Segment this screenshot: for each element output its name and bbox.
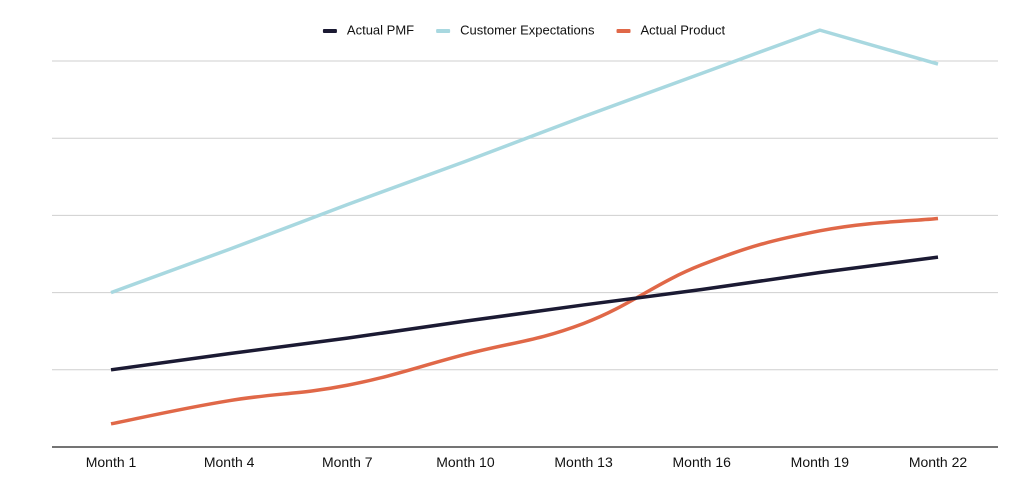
x-tick-label: Month 13 (554, 454, 613, 470)
series-line-actual-pmf (110, 255, 939, 372)
x-tick-label: Month 1 (86, 454, 137, 470)
legend: Actual PMF Customer Expectations Actual Pr… (322, 22, 726, 37)
legend-swatch (616, 29, 631, 33)
legend-label: Actual Product (641, 22, 726, 37)
series-line-customer-expectations (110, 28, 939, 295)
x-tick-label: Month 19 (791, 454, 850, 470)
legend-label: Customer Expectations (460, 22, 595, 37)
legend-swatch (436, 29, 451, 33)
gridlines (52, 60, 998, 371)
legend-label: Actual PMF (347, 22, 414, 37)
x-tick-label: Month 22 (909, 454, 968, 470)
series-line-actual-product (110, 216, 939, 426)
x-tick-label: Month 16 (673, 454, 732, 470)
x-tick-label: Month 10 (436, 454, 495, 470)
series-lines (110, 28, 939, 426)
x-tick-label: Month 7 (322, 454, 373, 470)
legend-item: Actual Product (616, 22, 726, 37)
legend-item: Customer Expectations (436, 22, 595, 37)
x-axis: Month 1 Month 4 Month 7 Month 10 Month 13 Mon… (52, 446, 998, 470)
legend-swatch (322, 29, 337, 33)
x-tick-label: Month 4 (204, 454, 255, 470)
legend-item: Actual PMF (322, 22, 414, 37)
